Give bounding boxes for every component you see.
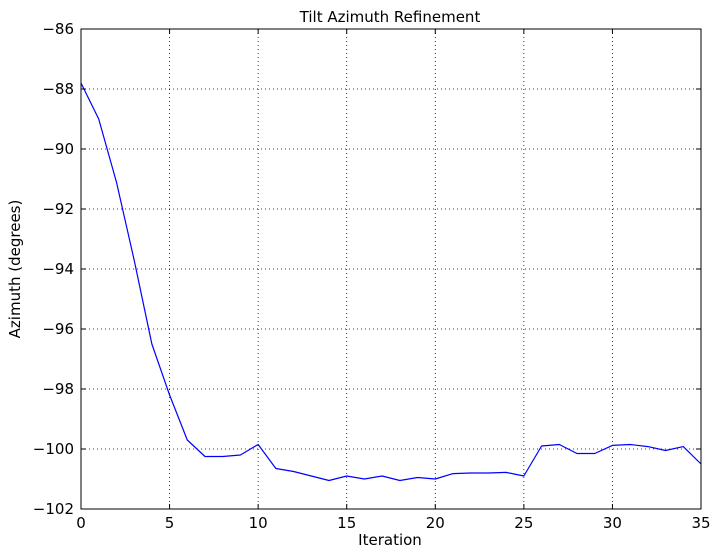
x-tick-label: 15 [337, 514, 356, 532]
y-tick-label: −100 [33, 440, 74, 458]
x-tick-label: 20 [426, 514, 445, 532]
x-tick-label: 35 [691, 514, 710, 532]
y-tick-label: −92 [42, 200, 74, 218]
y-tick-label: −90 [42, 140, 74, 158]
y-tick-label: −98 [42, 380, 74, 398]
y-tick-label: −102 [33, 500, 74, 518]
y-tick-label: −96 [42, 320, 74, 338]
y-tick-label: −86 [42, 20, 74, 38]
x-tick-label: 5 [165, 514, 175, 532]
x-tick-label: 30 [603, 514, 622, 532]
series-layer [81, 83, 701, 481]
x-axis-label: Iteration [358, 531, 422, 549]
grid [81, 29, 701, 509]
x-tick-label: 10 [249, 514, 268, 532]
x-tick-label: 25 [514, 514, 533, 532]
y-tick-label: −88 [42, 80, 74, 98]
tick-labels: 0 5 10 15 20 25 30 35 −102 −100 −98 −96 −94 −92 −90 −88… [33, 20, 711, 532]
y-axis-label: Azimuth (degrees) [6, 200, 24, 339]
y-tick-label: −94 [42, 260, 74, 278]
chart-title: Tilt Azimuth Refinement [299, 8, 481, 26]
series-line [81, 83, 701, 481]
x-tick-label: 0 [76, 514, 86, 532]
